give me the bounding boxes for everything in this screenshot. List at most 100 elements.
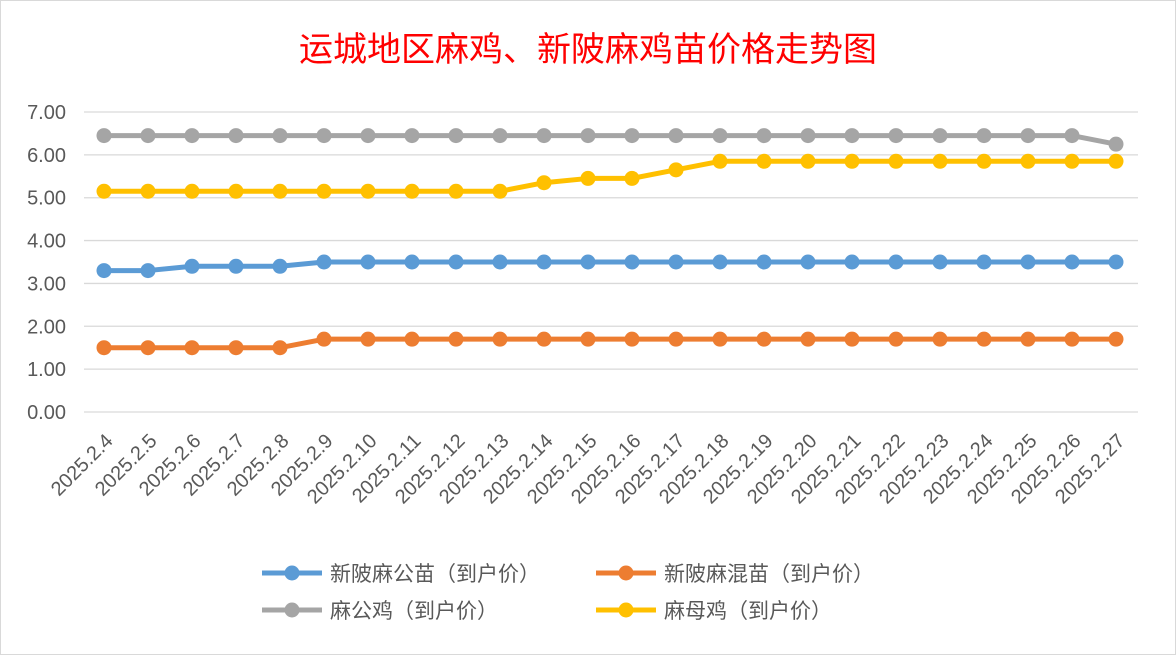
data-point [1108, 331, 1124, 347]
data-point [1108, 254, 1124, 270]
data-point [1064, 153, 1080, 169]
data-point [624, 170, 640, 186]
data-point [580, 254, 596, 270]
data-point [316, 183, 332, 199]
series-line [101, 133, 1119, 147]
data-point [580, 331, 596, 347]
y-tick-label: 3.00 [27, 273, 66, 295]
data-point [1108, 136, 1124, 152]
data-point [96, 128, 112, 144]
data-point [536, 175, 552, 191]
y-tick-label: 0.00 [27, 402, 66, 424]
data-point [140, 263, 156, 279]
data-point [360, 183, 376, 199]
data-point [184, 183, 200, 199]
y-tick-label: 1.00 [27, 359, 66, 381]
data-point [712, 128, 728, 144]
data-point [756, 153, 772, 169]
data-point [448, 254, 464, 270]
legend-label: 麻母鸡（到户价） [664, 599, 832, 623]
data-point [492, 331, 508, 347]
legend-label: 麻公鸡（到户价） [330, 599, 498, 623]
data-point [1064, 254, 1080, 270]
legend-marker [284, 602, 300, 618]
data-point [580, 170, 596, 186]
data-point [404, 331, 420, 347]
data-point [1020, 153, 1036, 169]
data-point [492, 128, 508, 144]
data-point [272, 258, 288, 274]
data-point [888, 331, 904, 347]
data-point [800, 254, 816, 270]
data-point [844, 153, 860, 169]
data-point [536, 331, 552, 347]
data-point [492, 183, 508, 199]
data-point [360, 128, 376, 144]
data-point [932, 254, 948, 270]
data-point [712, 331, 728, 347]
data-point [976, 254, 992, 270]
legend-label: 新陂麻公苗（到户价） [330, 562, 540, 586]
y-tick-label: 6.00 [27, 145, 66, 167]
gridlines [84, 111, 1138, 413]
data-point [800, 153, 816, 169]
data-point [140, 340, 156, 356]
data-point [624, 254, 640, 270]
data-point [580, 128, 596, 144]
data-point [96, 263, 112, 279]
data-point [932, 331, 948, 347]
series-line [101, 336, 1119, 351]
data-point [756, 254, 772, 270]
data-point [668, 331, 684, 347]
data-point [536, 128, 552, 144]
data-point [536, 254, 552, 270]
data-point [184, 340, 200, 356]
data-point [360, 331, 376, 347]
data-point [624, 128, 640, 144]
data-point [448, 331, 464, 347]
data-point [96, 183, 112, 199]
data-point [404, 254, 420, 270]
data-point [272, 183, 288, 199]
y-tick-label: 4.00 [27, 231, 66, 253]
data-point [932, 153, 948, 169]
chart-title: 运城地区麻鸡、新陂麻鸡苗价格走势图 [299, 30, 877, 70]
data-point [1020, 254, 1036, 270]
data-point [228, 258, 244, 274]
data-point [668, 254, 684, 270]
data-point [184, 128, 200, 144]
data-point [404, 128, 420, 144]
legend-marker [618, 565, 634, 581]
data-point [976, 153, 992, 169]
series-line [101, 259, 1119, 274]
data-point [1020, 128, 1036, 144]
data-point [228, 183, 244, 199]
data-point [888, 128, 904, 144]
data-point [756, 128, 772, 144]
data-point [976, 128, 992, 144]
data-point [712, 153, 728, 169]
data-point [316, 331, 332, 347]
x-axis-ticks: 2025.2.42025.2.52025.2.62025.2.72025.2.8… [47, 430, 1130, 508]
y-tick-label: 2.00 [27, 316, 66, 338]
data-point [1108, 153, 1124, 169]
data-point [712, 254, 728, 270]
data-point [492, 254, 508, 270]
legend-marker [284, 565, 300, 581]
data-point [272, 128, 288, 144]
data-point [668, 162, 684, 178]
legend: 新陂麻公苗（到户价） 新陂麻混苗（到户价） 麻公鸡（到户价） 麻母鸡（到户价） [262, 562, 874, 623]
data-point [668, 128, 684, 144]
series-group [96, 128, 1124, 356]
data-point [448, 183, 464, 199]
y-tick-label: 5.00 [27, 188, 66, 210]
series-line [101, 158, 1119, 194]
data-point [228, 340, 244, 356]
data-point [360, 254, 376, 270]
data-point [140, 183, 156, 199]
data-point [272, 340, 288, 356]
data-point [844, 331, 860, 347]
data-point [316, 254, 332, 270]
data-point [976, 331, 992, 347]
